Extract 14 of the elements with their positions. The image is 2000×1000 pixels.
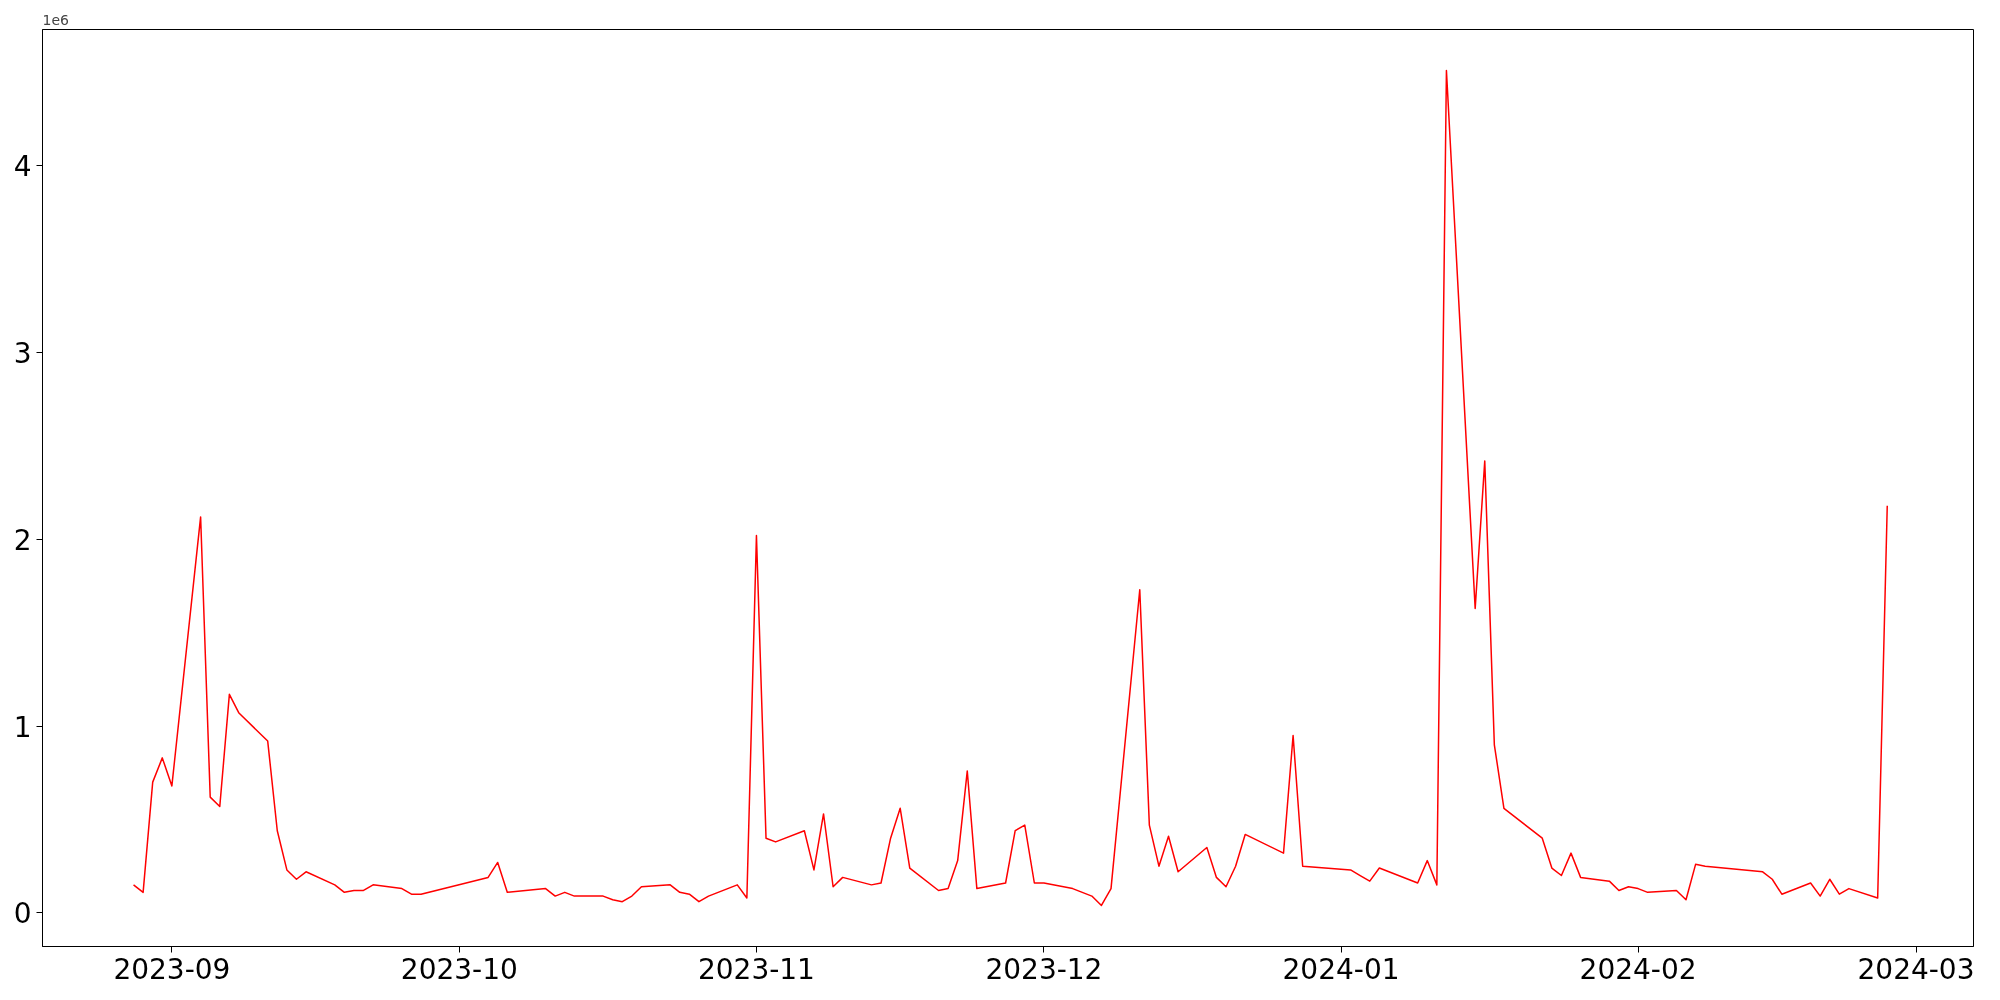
x-tick-label: 2024-01 xyxy=(1282,952,1400,986)
x-tick-label: 2023-11 xyxy=(697,952,815,986)
y-tick-label: 4 xyxy=(13,150,32,184)
x-tick-label: 2024-02 xyxy=(1579,952,1697,986)
x-tick-label: 2024-03 xyxy=(1857,952,1975,986)
y-tick-label: 0 xyxy=(13,897,32,931)
line-series xyxy=(132,69,1888,907)
x-tick-label: 2023-10 xyxy=(400,952,518,986)
text: 1e6 xyxy=(42,11,70,28)
y-tick-label: 1 xyxy=(13,710,32,744)
y-tick-label: 3 xyxy=(13,337,32,371)
x-tick-label: 2023-09 xyxy=(113,952,231,986)
x-tick-label: 2023-12 xyxy=(985,952,1103,986)
y-tick-label: 2 xyxy=(13,523,32,557)
